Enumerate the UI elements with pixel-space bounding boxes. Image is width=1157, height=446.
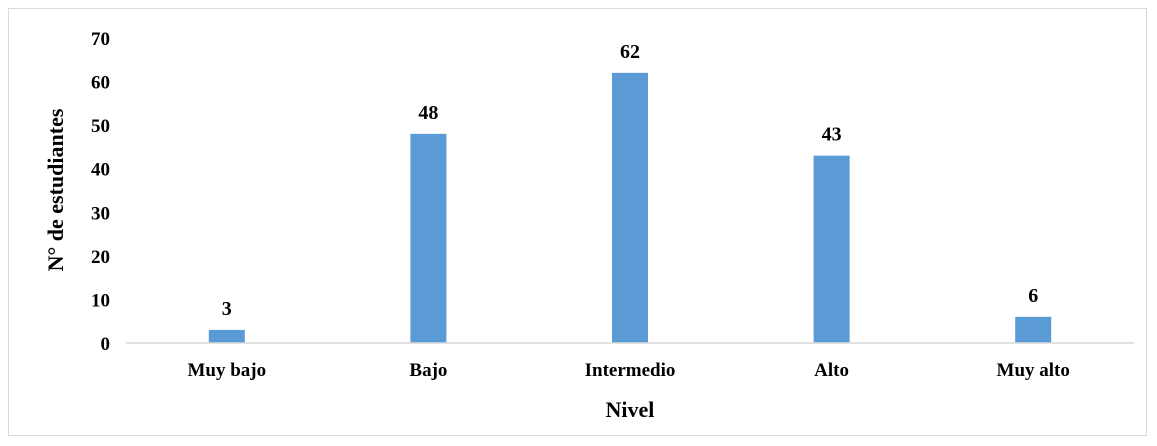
chart-frame: 0 10 20 30 40 50 60 70 3 48 62 43 6 Muy bajo Bajo Int… (8, 8, 1147, 436)
x-category-label: Muy bajo (187, 360, 266, 381)
bar (612, 72, 648, 343)
bar (410, 133, 447, 343)
y-axis-title: N° de estudiantes (43, 108, 68, 271)
data-label: 6 (1028, 285, 1038, 307)
x-category-label: Intermedio (585, 360, 676, 381)
data-label: 3 (222, 298, 232, 320)
x-axis-title: Nivel (606, 397, 655, 422)
data-labels: 3 48 62 43 6 (222, 41, 1038, 320)
bars (208, 72, 1052, 343)
y-tick-label: 10 (91, 290, 110, 311)
x-category-label: Muy alto (997, 360, 1070, 381)
y-tick-label: 0 (101, 334, 111, 355)
y-tick-label: 70 (91, 29, 110, 50)
y-tick-label: 40 (91, 160, 110, 181)
bar-chart: 0 10 20 30 40 50 60 70 3 48 62 43 6 Muy bajo Bajo Int… (43, 29, 1134, 422)
x-axis-categories: Muy bajo Bajo Intermedio Alto Muy alto (187, 360, 1069, 381)
y-tick-label: 20 (91, 247, 110, 268)
bar (1015, 316, 1052, 343)
bar (813, 155, 850, 343)
y-tick-label: 30 (91, 203, 110, 224)
y-tick-label: 60 (91, 73, 110, 94)
data-label: 62 (620, 41, 640, 63)
y-tick-label: 50 (91, 116, 110, 137)
data-label: 43 (822, 124, 842, 146)
x-category-label: Bajo (409, 360, 447, 381)
x-category-label: Alto (814, 360, 849, 381)
data-label: 48 (418, 102, 438, 124)
bar (208, 329, 245, 343)
y-axis-ticks: 0 10 20 30 40 50 60 70 (91, 29, 110, 355)
